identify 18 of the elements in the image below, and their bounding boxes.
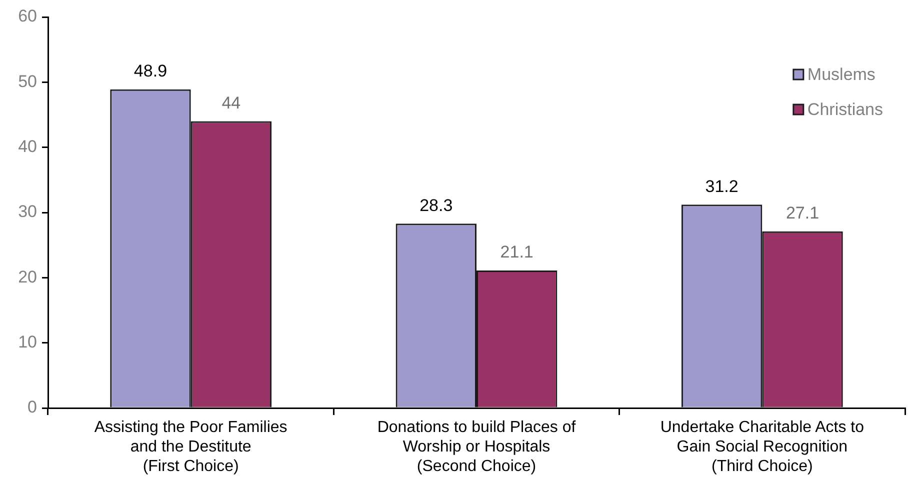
x-tick-label: Assisting the Poor Families and the Destitute (First Choice) [94,419,288,476]
data-label: 21.1 [500,242,534,262]
data-label: 27.1 [786,204,820,223]
y-tick-label: 30 [18,202,37,222]
y-tick-label: 10 [18,332,37,352]
x-tick-label: Donations to build Places of Worship or Hospitals (Second Choice) [377,419,576,476]
data-label: 31.2 [705,176,738,196]
legend-label: Christians [807,100,884,120]
y-tick-label: 60 [18,6,37,26]
data-label: 48.9 [134,62,168,81]
data-label: 44 [222,93,241,112]
data-label: 28.3 [420,196,453,215]
legend-label: Muslems [807,65,876,84]
y-tick-label: 50 [18,72,37,91]
y-tick-label: 0 [28,398,37,417]
y-tick-label: 40 [18,137,37,156]
y-tick-label: 20 [18,267,37,286]
x-tick-label: Undertake Charitable Acts to Gain Social Recognition (Third Choice) [660,419,864,476]
